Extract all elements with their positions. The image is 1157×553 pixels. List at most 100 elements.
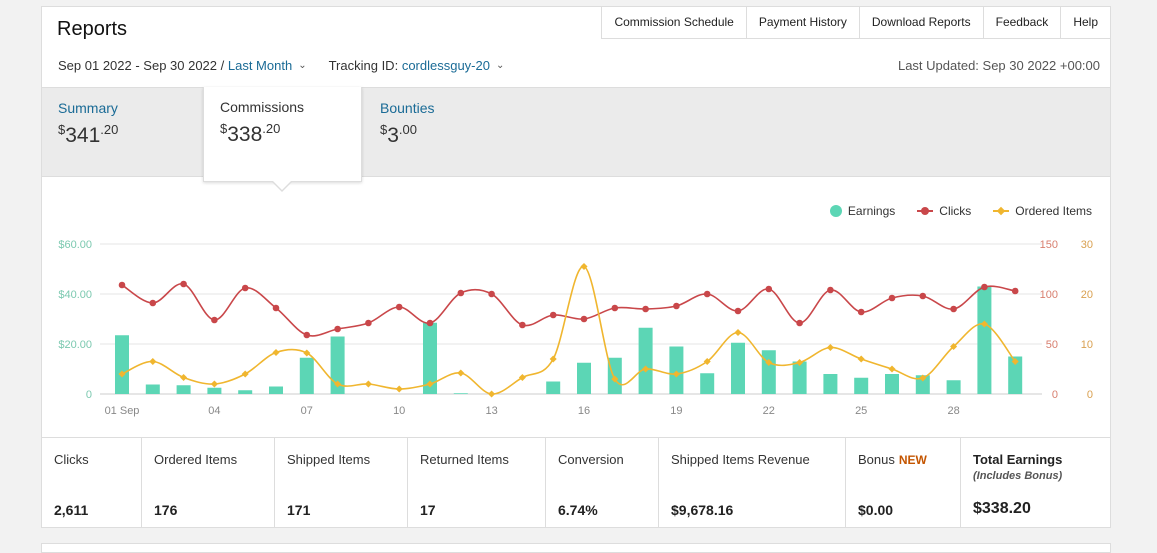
earnings-bar [115, 335, 129, 394]
legend-earnings[interactable]: Earnings [829, 204, 895, 218]
stat-value: 6.74% [558, 502, 598, 518]
ordered-items-point [334, 380, 342, 388]
y-tick-label-earnings: $60.00 [58, 239, 92, 251]
legend-ordered-items[interactable]: Ordered Items [993, 204, 1092, 218]
tab-summary[interactable]: Summary $341.20 [42, 88, 202, 178]
clicks-point [519, 321, 526, 329]
stat-shipped-items: Shipped Items 171 [275, 438, 408, 528]
ordered-items-point [765, 358, 773, 367]
earnings-bar [700, 373, 715, 394]
clicks-point [857, 308, 865, 316]
clicks-point [180, 280, 187, 288]
new-badge: NEW [898, 453, 927, 467]
clicks-point [981, 283, 988, 291]
download-reports-link[interactable]: Download Reports [858, 7, 983, 39]
clicks-point [549, 311, 557, 319]
legend-clicks[interactable]: Clicks [917, 204, 971, 218]
chevron-down-icon[interactable]: ⌄ [495, 60, 505, 71]
chevron-down-icon[interactable]: ⌄ [298, 60, 307, 71]
tab-label: Summary [58, 100, 118, 116]
clicks-point [395, 303, 403, 311]
clicks-point [457, 289, 465, 297]
earnings-bar [885, 374, 899, 394]
payment-history-link[interactable]: Payment History [745, 7, 859, 39]
ordered-items-point [241, 370, 249, 378]
earnings-bar [269, 386, 283, 394]
ordered-items-point [549, 355, 557, 363]
tab-commissions[interactable]: Commissions $338.20 [203, 87, 362, 182]
clicks-point [211, 316, 218, 324]
earnings-bar [823, 374, 838, 394]
y-tick-label-earnings: $40.00 [58, 289, 92, 301]
clicks-point [950, 305, 957, 313]
commission-schedule-link[interactable]: Commission Schedule [601, 7, 746, 39]
clicks-line [121, 283, 1016, 337]
stat-ordered-items: Ordered Items 176 [142, 438, 275, 528]
y-tick-label-clicks: 100 [1040, 289, 1058, 301]
tracking-id-dropdown[interactable]: cordlessguy-20 [401, 58, 490, 73]
y-tick-label-ordered: 0 [1087, 389, 1093, 401]
x-tick-label: 04 [208, 405, 220, 417]
clicks-point [149, 299, 157, 307]
clicks-point [488, 290, 495, 298]
x-tick-label: 19 [670, 405, 682, 417]
stat-label: Ordered Items [154, 452, 238, 467]
earnings-bar [669, 346, 684, 394]
tab-bounties[interactable]: Bounties $3.00 [364, 88, 524, 178]
earnings-bar [299, 357, 314, 394]
earnings-bar [577, 362, 591, 394]
reports-card: Reports Commission Schedule Payment Hist… [41, 6, 1111, 528]
ordered-items-point [210, 380, 218, 388]
earnings-bar [915, 375, 930, 394]
ordered-items-point [149, 357, 157, 366]
stat-value: 2,611 [54, 502, 89, 518]
y-tick-label-ordered: 20 [1081, 289, 1093, 301]
stat-label: Total Earnings [973, 452, 1063, 467]
period-dropdown[interactable]: Last Month [227, 58, 293, 73]
stat-value: $0.00 [858, 502, 894, 518]
earnings-bar [638, 327, 653, 394]
clicks-point [919, 292, 927, 300]
ordered-items-point [488, 390, 496, 398]
y-tick-label-clicks: 150 [1040, 239, 1058, 251]
clicks-point [765, 285, 773, 293]
filter-bar: Sep 01 2022 - Sep 30 2022 / Last Month ⌄… [58, 58, 504, 73]
stat-label: Clicks [54, 452, 89, 467]
earnings-bar [145, 384, 160, 394]
clicks-point [673, 302, 680, 310]
earnings-bar [238, 390, 253, 394]
top-nav: Commission Schedule Payment History Down… [601, 7, 1110, 39]
clicks-point [796, 319, 803, 327]
clicks-point [303, 331, 311, 339]
clicks-point [611, 304, 619, 312]
ordered-items-point [580, 262, 588, 271]
earnings-tabs: Summary $341.20 Commissions $338.20 Boun… [42, 87, 1110, 182]
ordered-items-point [180, 373, 188, 382]
ordered-items-point [1011, 357, 1019, 366]
clicks-point [703, 290, 711, 298]
clicks-point [241, 284, 249, 292]
x-tick-label: 07 [301, 405, 313, 417]
ordered-items-point [826, 343, 834, 352]
earnings-bar [1008, 356, 1023, 394]
ordered-items-point [457, 369, 465, 377]
stat-returned-items: Returned Items 17 [408, 438, 546, 528]
ordered-items-point [303, 349, 311, 357]
earnings-bar [977, 286, 992, 394]
page-title: Reports [57, 18, 128, 40]
help-link[interactable]: Help [1060, 7, 1110, 39]
stat-label: Shipped Items Revenue [671, 452, 810, 467]
clicks-point [1011, 287, 1019, 295]
tab-label: Commissions [220, 99, 305, 115]
feedback-link[interactable]: Feedback [982, 7, 1061, 39]
clicks-point [888, 294, 896, 302]
stat-value: 176 [154, 502, 178, 518]
earnings-bar [207, 387, 222, 394]
x-tick-label: 22 [763, 405, 775, 417]
clicks-point [426, 319, 434, 327]
stat-note: (Includes Bonus) [973, 470, 1063, 482]
ordered-items-point [642, 365, 650, 373]
stats-row: Clicks 2,611 Ordered Items 176 Shipped I… [42, 437, 1110, 528]
ordered-items-swatch [993, 210, 1010, 212]
tab-label: Bounties [380, 100, 435, 116]
